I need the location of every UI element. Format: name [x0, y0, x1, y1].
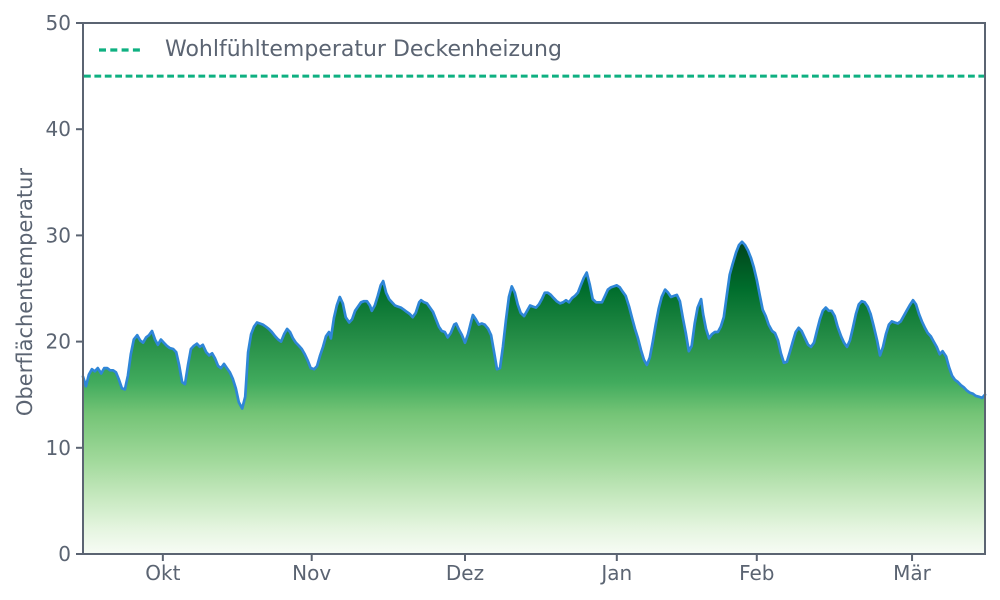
x-tick-label: Dez	[446, 561, 484, 585]
y-tick-label: 10	[46, 436, 71, 460]
legend-label: Wohlfühltemperatur Deckenheizung	[165, 37, 562, 62]
x-tick-label: Feb	[739, 561, 774, 585]
x-tick-label: Okt	[145, 561, 180, 585]
y-tick-label: 30	[46, 223, 71, 247]
legend: Wohlfühltemperatur Deckenheizung	[98, 37, 562, 63]
legend-dash-swatch	[99, 48, 143, 52]
y-axis-title: Oberflächentemperatur	[13, 167, 37, 417]
y-tick-label: 0	[58, 542, 71, 566]
x-tick-label: Mär	[893, 561, 932, 585]
y-tick-label: 50	[46, 11, 71, 35]
temperature-line	[81, 240, 987, 410]
y-tick-label: 40	[46, 117, 71, 141]
plot-border	[82, 22, 986, 555]
temperature-area-fill	[83, 241, 985, 555]
y-tick-label: 20	[46, 330, 71, 354]
x-tick-label: Nov	[292, 561, 331, 585]
x-tick-label: Jan	[599, 561, 632, 585]
